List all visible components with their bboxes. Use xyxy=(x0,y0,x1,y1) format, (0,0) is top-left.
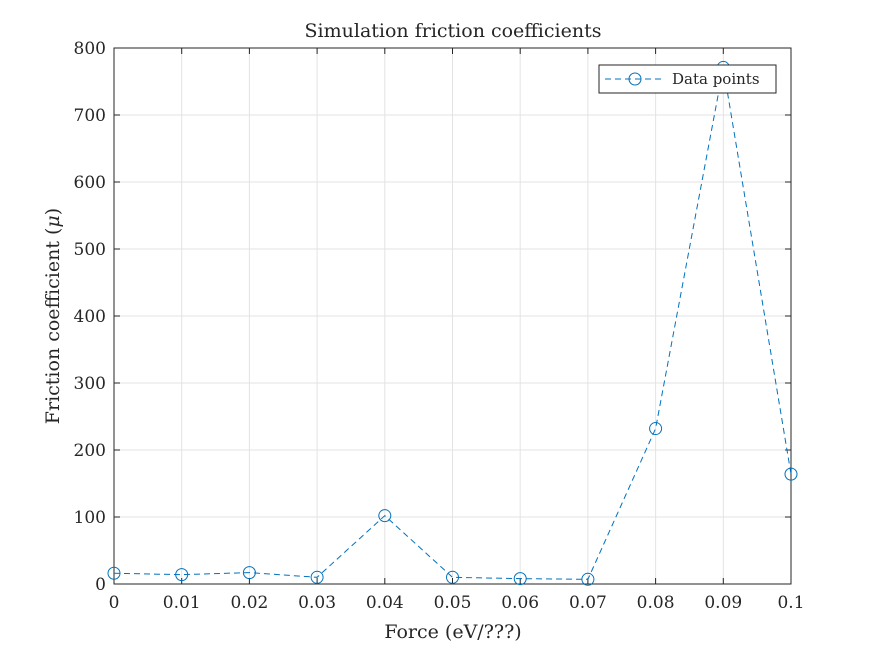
x-tick-label: 0.03 xyxy=(298,593,336,613)
y-axis-label-close: ) xyxy=(42,208,64,215)
data-point-marker xyxy=(378,509,392,523)
data-point-marker xyxy=(175,568,189,582)
legend[interactable]: Data points xyxy=(598,64,777,94)
x-tick-label: 0 xyxy=(109,593,120,613)
series-line xyxy=(113,67,792,580)
data-point-marker xyxy=(242,566,256,580)
legend-label: Data points xyxy=(672,70,760,88)
legend-marker-circle xyxy=(628,72,642,86)
data-point-marker xyxy=(784,467,798,481)
y-axis-label-symbol: μ xyxy=(42,215,64,227)
x-tick-label: 0.1 xyxy=(777,593,804,613)
x-tick-label: 0.08 xyxy=(637,593,675,613)
data-point-marker xyxy=(649,422,663,436)
y-tick-label: 800 xyxy=(74,39,106,59)
y-tick-label: 0 xyxy=(95,575,106,595)
y-tick-label: 300 xyxy=(74,374,106,394)
y-tick-labels: 0 100 200 300 400 500 600 700 800 xyxy=(74,39,106,595)
chart-title: Simulation friction coefficients xyxy=(305,20,602,42)
data-point-marker xyxy=(107,566,121,580)
y-tick-label: 100 xyxy=(74,508,106,528)
x-tick-labels: 0 0.01 0.02 0.03 0.04 0.05 0.06 0.07 0.08 0.09 0.1 xyxy=(109,593,805,613)
x-tick-label: 0.04 xyxy=(366,593,404,613)
x-tick-label: 0.07 xyxy=(569,593,607,613)
x-tick-label: 0.09 xyxy=(704,593,742,613)
y-axis-label-text: Friction coefficient ( xyxy=(42,228,64,425)
axis-ticks xyxy=(113,47,792,585)
y-tick-label: 400 xyxy=(74,307,106,327)
x-tick-label: 0.02 xyxy=(230,593,268,613)
y-tick-label: 700 xyxy=(74,106,106,126)
data-point-marker xyxy=(446,570,459,584)
y-axis-label: Friction coefficient (μ) xyxy=(42,208,64,424)
data-point-marker xyxy=(513,572,527,586)
series-data-points xyxy=(107,60,798,586)
x-tick-label: 0.06 xyxy=(501,593,539,613)
data-point-marker xyxy=(581,572,595,586)
data-point-marker xyxy=(310,570,324,584)
y-tick-label: 600 xyxy=(74,173,106,193)
x-tick-label: 0.05 xyxy=(434,593,472,613)
x-axis-label: Force (eV/???) xyxy=(384,621,521,643)
x-tick-label: 0.01 xyxy=(163,593,201,613)
y-tick-label: 500 xyxy=(74,240,106,260)
grid xyxy=(113,47,792,585)
y-tick-label: 200 xyxy=(74,441,106,461)
